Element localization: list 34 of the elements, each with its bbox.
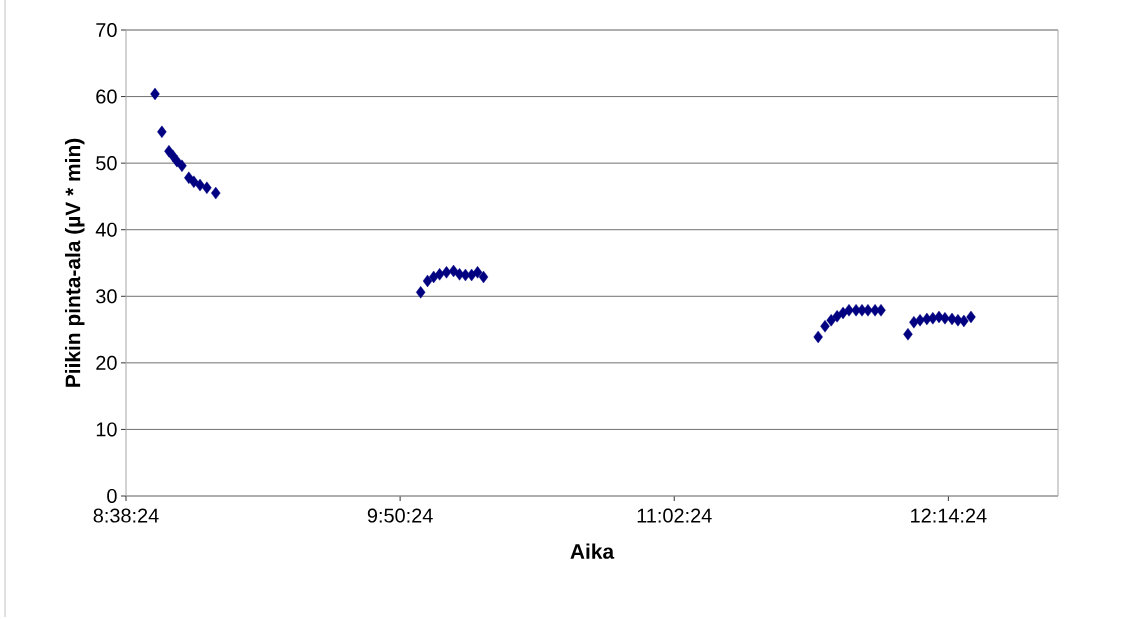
y-tick-label: 40 bbox=[95, 222, 117, 237]
point bbox=[150, 87, 160, 101]
point bbox=[172, 154, 182, 168]
point bbox=[202, 181, 212, 194]
y-tick-label: 0 bbox=[107, 488, 117, 504]
point bbox=[478, 270, 489, 284]
point bbox=[820, 320, 830, 333]
y-tick-label: 50 bbox=[96, 156, 117, 171]
point bbox=[177, 159, 187, 173]
point bbox=[434, 268, 445, 281]
point bbox=[422, 274, 433, 288]
point bbox=[211, 186, 221, 200]
point bbox=[415, 286, 426, 299]
y-axis-title: Piikin pinta-ala (µV * min) bbox=[64, 138, 85, 387]
x-tick-label: 12:14:24 bbox=[911, 508, 987, 523]
y-tick-label: 30 bbox=[96, 289, 117, 304]
point bbox=[472, 266, 483, 279]
x-axis-title: Aika bbox=[570, 543, 615, 559]
x-tick-label: 9:50:24 bbox=[367, 508, 433, 523]
point bbox=[813, 330, 823, 344]
x-tick-label: 8:38:24 bbox=[93, 508, 159, 523]
point bbox=[876, 304, 886, 317]
y-tick-label: 60 bbox=[96, 89, 117, 104]
y-tick-label: 70 bbox=[96, 22, 117, 38]
x-tick-label: 11:02:24 bbox=[637, 508, 712, 523]
point bbox=[903, 328, 913, 341]
point bbox=[844, 304, 854, 317]
point bbox=[157, 125, 167, 139]
y-tick-label: 10 bbox=[96, 422, 117, 437]
point bbox=[966, 310, 976, 324]
point bbox=[959, 314, 969, 328]
point bbox=[940, 312, 950, 325]
y-tick-label: 20 bbox=[96, 355, 117, 370]
point bbox=[863, 304, 873, 317]
